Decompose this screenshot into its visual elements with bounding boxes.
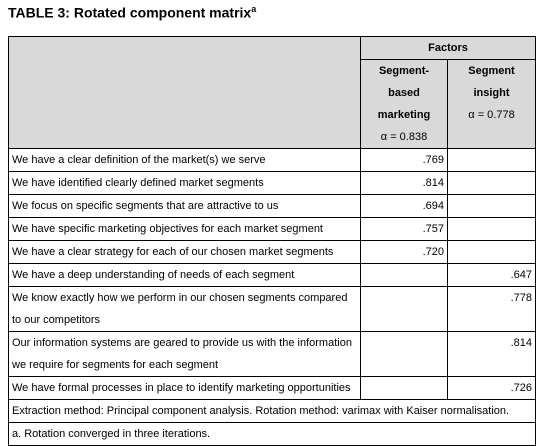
item-cell: We have a clear strategy for each of our… [8,240,361,264]
loading-cell: .720 [360,240,448,264]
loading-cell [447,240,536,264]
column-name: insight [473,87,510,99]
loading-cell: .726 [447,376,536,400]
loading-cell: .757 [360,217,448,241]
title-text: TABLE 3: Rotated component matrix [8,4,252,21]
title-note: a [251,4,257,14]
loading-cell [360,286,448,332]
loading-cell: .778 [447,286,536,332]
data-row: We have a clear definition of the market… [8,148,536,172]
loading-cell: .694 [360,194,448,218]
blank-header [8,36,361,149]
loading-cell [447,171,536,195]
loading-cell [447,194,536,218]
column-header: Segment insight α = 0.778 [447,59,536,149]
loading-cell: .814 [447,331,536,377]
column-alpha: α = 0.838 [380,131,428,143]
table-body: Factors Segment-based marketing α = 0.838 … [8,36,536,446]
item-cell: Our information systems are geared to pr… [8,331,361,377]
matrix-table: Factors Segment-based marketing α = 0.838 … [8,36,536,446]
item-cell: We know exactly how we perform in our ch… [8,286,361,332]
page: TABLE 3: Rotated component matrixa Facto… [8,4,536,446]
table-title: TABLE 3: Rotated component matrixa [8,4,256,21]
data-row: Our information systems are geared to pr… [8,331,536,377]
data-row: We have specific marketing objectives fo… [8,217,536,241]
loading-cell: .814 [360,171,448,195]
column-header: Segment-based marketing α = 0.838 [360,59,448,149]
item-cell: We have specific marketing objectives fo… [8,217,361,241]
data-row: We focus on specific segments that are a… [8,194,536,218]
column-name: Segment-based [378,65,430,99]
data-row: We have formal processes in place to ide… [8,376,536,400]
column-alpha: α = 0.778 [468,109,515,121]
item-cell: We have a deep understanding of needs of… [8,263,361,287]
loading-cell: .769 [360,148,448,172]
group-header: Factors [360,36,536,60]
footnote: a. Rotation converged in three iteration… [8,422,536,446]
footnote-row: a. Rotation converged in three iteration… [8,422,536,446]
header-row: Segment-based marketing α = 0.838 Segment i… [9,59,536,149]
column-name: Segment [468,65,515,77]
item-cell: We have identified clearly defined marke… [8,171,361,195]
loading-cell [360,331,448,377]
data-row: We know exactly how we perform in our ch… [8,286,536,332]
item-cell: We have a clear definition of the market… [8,148,361,172]
item-cell: We focus on specific segments that are a… [8,194,361,218]
loading-cell [360,376,448,400]
data-row: We have identified clearly defined marke… [8,171,536,195]
data-row: We have a deep understanding of needs of… [8,263,536,287]
footnote-row: Extraction method: Principal component a… [8,399,536,423]
loading-cell [447,217,536,241]
loading-cell: .647 [447,263,536,287]
column-name: marketing [377,109,431,121]
footnote: Extraction method: Principal component a… [8,399,536,423]
loading-cell [360,263,448,287]
item-cell: We have formal processes in place to ide… [8,376,361,400]
loading-cell [447,148,536,172]
header-row: Factors [8,36,536,149]
data-row: We have a clear strategy for each of our… [8,240,536,264]
